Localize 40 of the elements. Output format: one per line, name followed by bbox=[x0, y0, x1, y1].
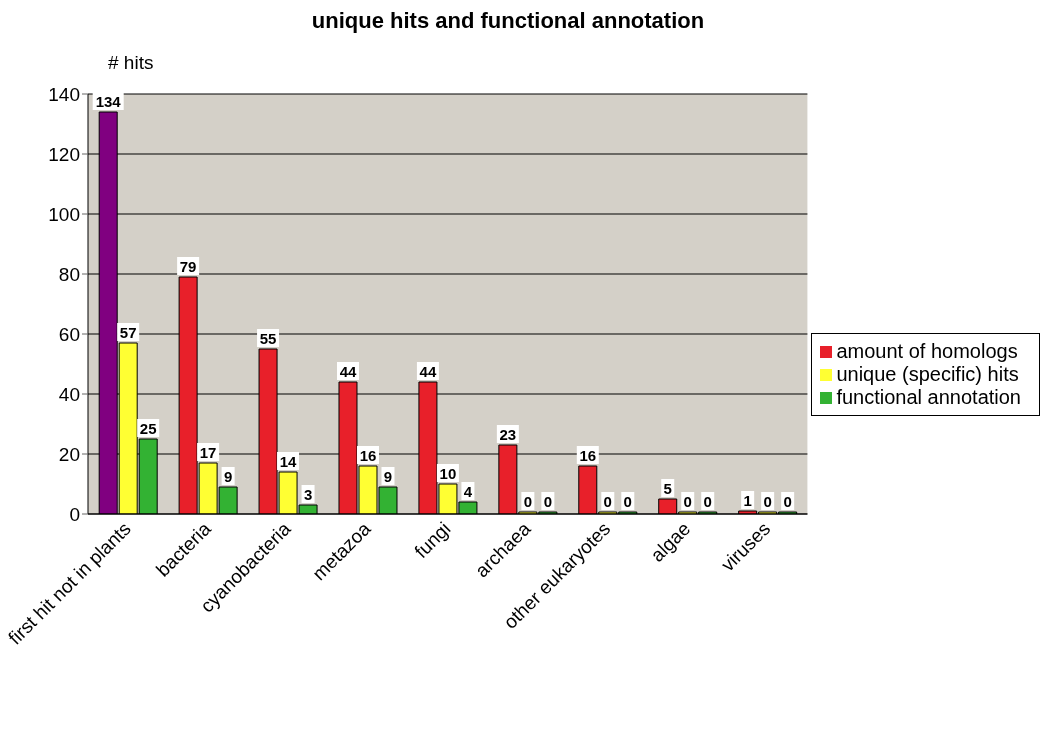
data-label: 1 bbox=[743, 492, 752, 509]
y-tick-label: 40 bbox=[58, 383, 80, 405]
data-label: 0 bbox=[623, 493, 632, 510]
data-label: 0 bbox=[763, 493, 772, 510]
data-label: 9 bbox=[383, 468, 393, 485]
data-label: 0 bbox=[703, 493, 712, 510]
chart-title: unique hits and functional annotation bbox=[310, 8, 706, 34]
data-label: 14 bbox=[279, 453, 298, 470]
y-tick-label: 120 bbox=[48, 143, 80, 165]
data-label: 0 bbox=[603, 493, 612, 510]
data-label: 0 bbox=[783, 493, 792, 510]
data-label: 10 bbox=[439, 465, 457, 482]
y-tick-label: 140 bbox=[48, 83, 80, 105]
data-label: 44 bbox=[419, 363, 437, 380]
y-axis-title: # hits bbox=[108, 52, 154, 74]
data-label: 134 bbox=[95, 93, 122, 110]
data-label: 25 bbox=[139, 420, 157, 437]
data-label: 5 bbox=[663, 480, 672, 497]
data-label: 17 bbox=[199, 444, 217, 461]
data-label: 9 bbox=[223, 468, 233, 485]
data-label: 57 bbox=[119, 324, 137, 341]
data-label: 16 bbox=[359, 447, 377, 464]
data-label: 79 bbox=[179, 258, 197, 275]
y-tick-label: 100 bbox=[48, 203, 80, 225]
data-label: 16 bbox=[579, 447, 597, 464]
data-label: 0 bbox=[523, 493, 533, 510]
legend-label: amount of homologs bbox=[836, 339, 1018, 362]
data-label: 44 bbox=[339, 363, 357, 380]
data-label: 23 bbox=[499, 426, 517, 443]
legend-label: functional annotation bbox=[836, 385, 1021, 408]
data-label: 4 bbox=[463, 483, 473, 500]
data-label: 3 bbox=[303, 486, 313, 503]
y-tick-label: 80 bbox=[58, 263, 80, 285]
data-label: 55 bbox=[259, 330, 277, 347]
y-tick-label: 0 bbox=[69, 503, 80, 525]
legend-label: unique (specific) hits bbox=[836, 362, 1019, 385]
y-tick-label: 20 bbox=[58, 443, 80, 465]
data-label: 0 bbox=[543, 493, 553, 510]
data-label: 0 bbox=[683, 493, 692, 510]
y-tick-label: 60 bbox=[58, 323, 80, 345]
